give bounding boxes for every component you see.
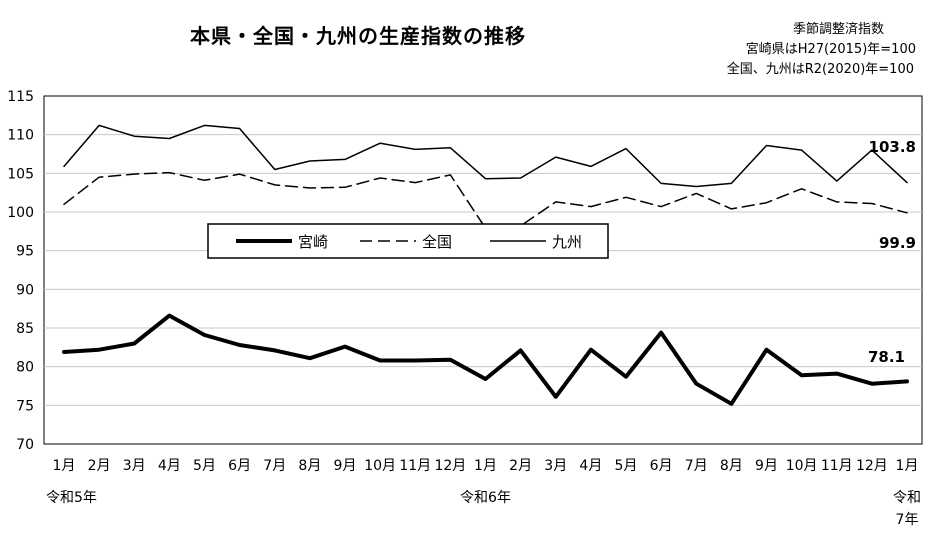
x-tick-label: 11月 [399, 458, 431, 474]
x-tick-label: 8月 [298, 458, 321, 474]
x-tick-label: 1月 [53, 458, 76, 474]
x-tick-label: 3月 [123, 458, 146, 474]
x-tick-label: 6月 [228, 458, 251, 474]
x-axis: 1月 2月 3月 4月 5月 6月 7月 8月 9月 10月 11月 12月 1月 2月 3月 4月 5月 6月 7… [46, 458, 921, 528]
x-tick-label: 9月 [334, 458, 357, 474]
y-tick-label: 95 [16, 244, 34, 260]
x-tick-label: 3月 [544, 458, 567, 474]
x-tick-label: 10月 [786, 458, 818, 474]
x-tick-label: 1月 [474, 458, 497, 474]
y-tick-label: 110 [7, 128, 34, 144]
x-tick-label: 1月 [896, 458, 919, 474]
x-tick-label: 5月 [193, 458, 216, 474]
x-tick-label: 12月 [856, 458, 888, 474]
chart-note-national-base: 全国、九州はR2(2020)年=100 [726, 62, 914, 77]
y-axis: 70 75 80 85 90 95 100 105 110 115 [7, 89, 34, 453]
era-label: 令和5年 [46, 490, 97, 506]
y-tick-label: 90 [16, 282, 34, 298]
y-tick-label: 115 [7, 89, 34, 105]
x-tick-label: 4月 [579, 458, 602, 474]
x-tick-label: 10月 [364, 458, 396, 474]
series-line-九州 [63, 124, 908, 188]
series-line-宮崎 [62, 313, 909, 406]
x-tick-label: 9月 [755, 458, 778, 474]
y-tick-label: 85 [16, 321, 34, 337]
legend-label: 九州 [552, 233, 582, 251]
x-tick-label: 5月 [615, 458, 638, 474]
legend-label: 全国 [422, 233, 452, 251]
x-tick-label: 12月 [434, 458, 466, 474]
y-tick-label: 100 [7, 205, 34, 221]
x-tick-label: 2月 [509, 458, 532, 474]
legend: 宮崎 全国 九州 [207, 223, 609, 259]
x-tick-label: 11月 [821, 458, 853, 474]
x-tick-label: 6月 [650, 458, 673, 474]
series-lines [62, 124, 909, 406]
chart-title: 本県・全国・九州の生産指数の推移 [190, 24, 526, 48]
end-labels: 103.8 99.9 78.1 [868, 138, 916, 366]
y-tick-label: 75 [16, 398, 34, 414]
x-tick-label: 8月 [720, 458, 743, 474]
legend-label: 宮崎 [298, 233, 328, 251]
end-value-label: 99.9 [879, 234, 916, 252]
y-tick-label: 105 [7, 166, 34, 182]
era-label: 令和6年 [460, 490, 511, 506]
chart-note-seasonal: 季節調整済指数 [792, 22, 884, 37]
x-tick-label: 2月 [88, 458, 111, 474]
end-value-label: 78.1 [868, 348, 905, 366]
x-tick-label: 4月 [158, 458, 181, 474]
chart-note-miyazaki-base: 宮崎県はH27(2015)年=100 [745, 42, 916, 57]
era-label: 令和 7年 [893, 490, 921, 528]
y-tick-label: 80 [16, 360, 34, 376]
end-value-label: 103.8 [869, 138, 916, 156]
x-tick-label: 7月 [685, 458, 708, 474]
plot-frame [43, 95, 923, 445]
x-tick-label: 7月 [263, 458, 286, 474]
y-tick-label: 70 [16, 437, 34, 453]
series-line-全国 [63, 171, 908, 229]
